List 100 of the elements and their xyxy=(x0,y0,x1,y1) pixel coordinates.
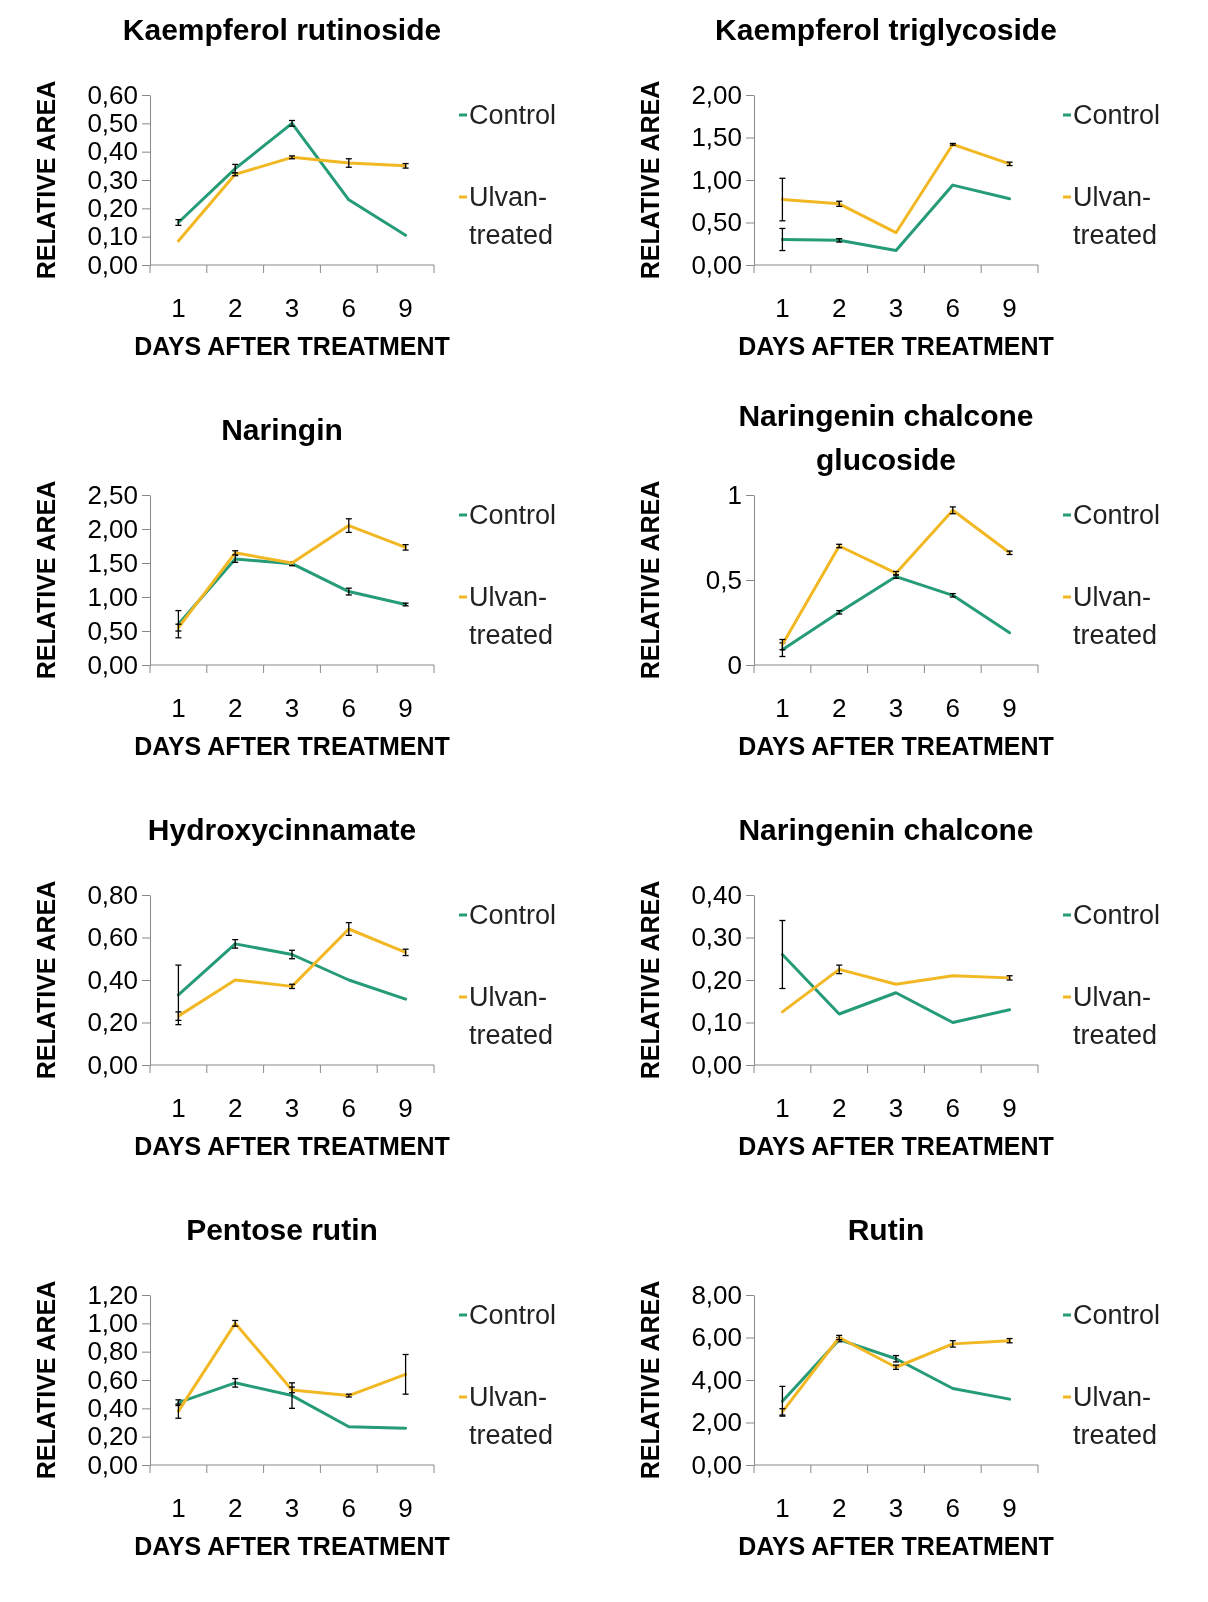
y-axis-title: RELATIVE AREA xyxy=(636,80,664,280)
line-series xyxy=(780,508,1012,647)
line-series xyxy=(780,1336,1012,1414)
legend-label: Ulvan-treated xyxy=(1073,582,1158,650)
y-tick-label: 0,40 xyxy=(691,879,742,910)
line-series xyxy=(780,142,1012,235)
legend-label: Control xyxy=(1073,900,1161,930)
y-tick-label: 0,00 xyxy=(691,249,742,280)
y-tick-label: 1 xyxy=(727,479,742,510)
x-tick-label: 3 xyxy=(888,1093,904,1123)
y-tick-label: 0,00 xyxy=(87,249,138,280)
x-tick-label: 6 xyxy=(945,693,961,723)
legend-label: Ulvan-treated xyxy=(469,582,554,650)
y-axis-title: RELATIVE AREA xyxy=(32,80,60,280)
y-tick-label: 0,40 xyxy=(87,964,138,995)
chart-title: Naringin xyxy=(221,413,343,446)
y-tick-label: 2,50 xyxy=(87,479,138,510)
x-axis-title: DAYS AFTER TREATMENT xyxy=(134,732,450,760)
legend-label: Control xyxy=(1073,500,1161,530)
y-tick-label: 0,50 xyxy=(87,108,138,139)
y-tick-label: 1,00 xyxy=(87,581,138,612)
y-axis-title: RELATIVE AREA xyxy=(32,1280,60,1480)
x-tick-label: 1 xyxy=(775,1093,790,1123)
legend-label: Control xyxy=(469,100,557,130)
x-tick-label: 1 xyxy=(775,693,790,723)
y-tick-label: 0,20 xyxy=(87,1007,138,1038)
x-tick-label: 2 xyxy=(831,293,847,323)
x-tick-label: 9 xyxy=(398,293,413,323)
x-tick-label: 1 xyxy=(171,1093,186,1123)
y-tick-label: 0,10 xyxy=(691,1007,742,1038)
y-tick-label: 0,20 xyxy=(87,193,138,224)
legend-label: Control xyxy=(1073,1300,1161,1330)
line-series xyxy=(176,121,408,237)
y-tick-label: 0,50 xyxy=(87,615,138,646)
y-tick-label: 1,00 xyxy=(691,164,742,195)
y-tick-label: 0,60 xyxy=(87,79,138,110)
chart-title: Kaempferol triglycoside xyxy=(715,13,1057,46)
y-tick-label: 0 xyxy=(727,649,742,680)
y-tick-label: 0,00 xyxy=(87,649,138,680)
y-tick-label: 8,00 xyxy=(691,1279,742,1310)
x-tick-label: 9 xyxy=(1002,693,1017,723)
x-tick-label: 9 xyxy=(1002,1493,1017,1523)
legend-label: Ulvan-treated xyxy=(469,182,554,250)
y-axis-title: RELATIVE AREA xyxy=(636,1280,664,1480)
y-axis-title: RELATIVE AREA xyxy=(636,880,664,1080)
line-series xyxy=(176,1321,408,1413)
y-tick-label: 0,80 xyxy=(87,1336,138,1367)
x-axis-title: DAYS AFTER TREATMENT xyxy=(738,732,1054,760)
y-tick-label: 0,10 xyxy=(87,221,138,252)
legend-label: Ulvan-treated xyxy=(1073,1382,1158,1450)
y-tick-label: 0,60 xyxy=(87,922,138,953)
y-tick-label: 1,50 xyxy=(691,122,742,153)
x-tick-label: 2 xyxy=(227,693,243,723)
y-tick-label: 0,00 xyxy=(691,1049,742,1080)
x-tick-label: 9 xyxy=(398,1093,413,1123)
x-tick-label: 3 xyxy=(284,693,300,723)
x-axis-title: DAYS AFTER TREATMENT xyxy=(134,332,450,360)
y-tick-label: 0,20 xyxy=(691,964,742,995)
chart-title: Rutin xyxy=(847,1213,925,1246)
x-axis-title: DAYS AFTER TREATMENT xyxy=(738,332,1054,360)
legend-label: Control xyxy=(1073,100,1161,130)
legend-label: Control xyxy=(469,900,557,930)
y-axis-title: RELATIVE AREA xyxy=(32,880,60,1080)
y-tick-label: 2,00 xyxy=(87,513,138,544)
x-tick-label: 3 xyxy=(888,293,904,323)
line-series xyxy=(176,942,408,1001)
y-tick-label: 1,20 xyxy=(87,1279,138,1310)
y-tick-label: 0,30 xyxy=(691,922,742,953)
y-tick-label: 0,5 xyxy=(705,564,742,595)
line-series xyxy=(176,1381,408,1430)
chart-title: Naringenin chalcone xyxy=(738,813,1034,846)
line-series xyxy=(780,183,1012,253)
y-tick-label: 0,40 xyxy=(87,1393,138,1424)
line-series xyxy=(176,927,408,1018)
line-series xyxy=(780,575,1012,652)
y-tick-label: 6,00 xyxy=(691,1322,742,1353)
x-tick-label: 3 xyxy=(284,1493,300,1523)
x-tick-label: 3 xyxy=(284,1093,300,1123)
line-series xyxy=(780,953,1012,1024)
y-axis-title: RELATIVE AREA xyxy=(636,480,664,680)
x-tick-label: 9 xyxy=(398,1493,413,1523)
x-axis-title: DAYS AFTER TREATMENT xyxy=(134,1532,450,1560)
x-tick-label: 6 xyxy=(945,1093,961,1123)
x-tick-label: 1 xyxy=(775,293,790,323)
y-tick-label: 2,00 xyxy=(691,1407,742,1438)
y-tick-label: 0,00 xyxy=(691,1449,742,1480)
x-axis-title: DAYS AFTER TREATMENT xyxy=(738,1132,1054,1160)
line-series xyxy=(176,524,408,630)
line-series xyxy=(780,967,1012,1014)
y-tick-label: 4,00 xyxy=(691,1364,742,1395)
legend-label: Ulvan-treated xyxy=(1073,982,1158,1050)
y-tick-label: 0,50 xyxy=(691,207,742,238)
x-tick-label: 6 xyxy=(341,693,357,723)
x-tick-label: 2 xyxy=(831,1093,847,1123)
y-tick-label: 0,00 xyxy=(87,1449,138,1480)
legend-label: Control xyxy=(469,500,557,530)
x-tick-label: 3 xyxy=(888,693,904,723)
x-tick-label: 3 xyxy=(284,293,300,323)
legend-label: Ulvan-treated xyxy=(469,1382,554,1450)
x-tick-label: 6 xyxy=(945,293,961,323)
